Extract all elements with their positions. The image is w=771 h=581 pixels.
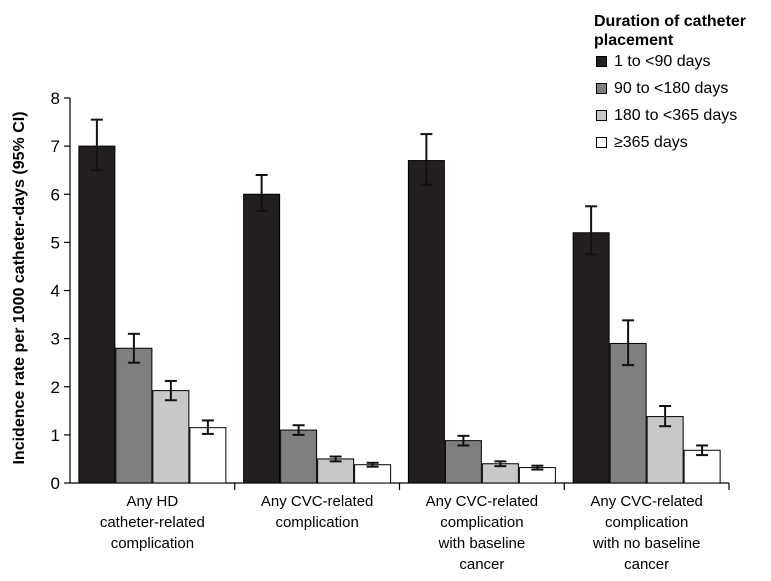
error-bars-group [90,118,709,471]
y-tick-label: 0 [51,474,60,493]
legend-items: 1 to <90 days 90 to <180 days 180 to <365 … [594,52,771,160]
y-tick-label: 3 [51,330,60,349]
x-tick-label-line: cancer [459,556,504,573]
x-tick-label: Any CVC-related complication with no basel… [590,493,703,573]
legend: Duration of catheter placement 1 to <90 … [594,12,771,160]
x-tick-label-line: cancer [624,556,669,573]
legend-label: 180 to <365 days [614,107,738,124]
bars-group [78,145,721,484]
y-tick-label: 4 [51,282,60,301]
x-tick-label-line: complication [111,535,194,552]
x-tick-label-line: complication [275,514,358,531]
legend-item: 90 to <180 days [594,79,771,106]
legend-item: ≥365 days [594,133,771,160]
x-tick-label-line: complication [440,514,523,531]
bar [317,458,355,484]
legend-swatch [596,56,607,67]
x-tick-label-line: complication [605,514,688,531]
y-tick-label: 2 [51,378,60,397]
x-tick-label-line: Any CVC-related [590,493,703,510]
y-tick-label: 6 [51,185,60,204]
y-axis: 0 1 2 3 4 5 6 7 8 [51,89,71,493]
y-tick-label: 7 [51,137,60,156]
x-axis [70,482,730,490]
bar [243,193,281,484]
y-axis-label: Incidence rate per 1000 catheter-days (9… [11,111,28,464]
legend-label: 1 to <90 days [614,53,711,70]
x-tick-label-line: Any CVC-related [426,493,539,510]
y-tick-label: 8 [51,89,60,108]
bar [572,232,610,484]
bar [115,347,153,484]
legend-label: ≥365 days [614,134,688,151]
bar [280,429,318,484]
bar [609,342,647,484]
legend-item: 180 to <365 days [594,106,771,133]
bar [444,440,482,484]
legend-title: Duration of catheter placement [594,13,747,49]
legend-swatch [596,83,607,94]
legend-swatch [596,110,607,121]
bar [646,416,684,484]
x-tick-label: Any CVC-related complication with baseline… [426,493,539,573]
legend-item: 1 to <90 days [594,52,771,79]
x-tick-label: Any CVC-related complication [261,493,374,531]
legend-swatch [596,137,607,148]
bar [78,145,116,484]
x-tick-label-line: Any HD [127,493,179,510]
bar [407,160,445,484]
x-tick-label-line: Any CVC-related [261,493,374,510]
x-tick-label-line: catheter-related [100,514,205,531]
x-tick-label-line: with no baseline [592,535,701,552]
y-tick-label: 1 [51,426,60,445]
legend-label: 90 to <180 days [614,80,729,97]
bar [152,390,190,484]
x-tick-label: Any HD catheter-related complication [100,493,205,552]
bar [189,427,227,484]
y-tick-label: 5 [51,233,60,252]
x-tick-label-line: with baseline [438,535,526,552]
